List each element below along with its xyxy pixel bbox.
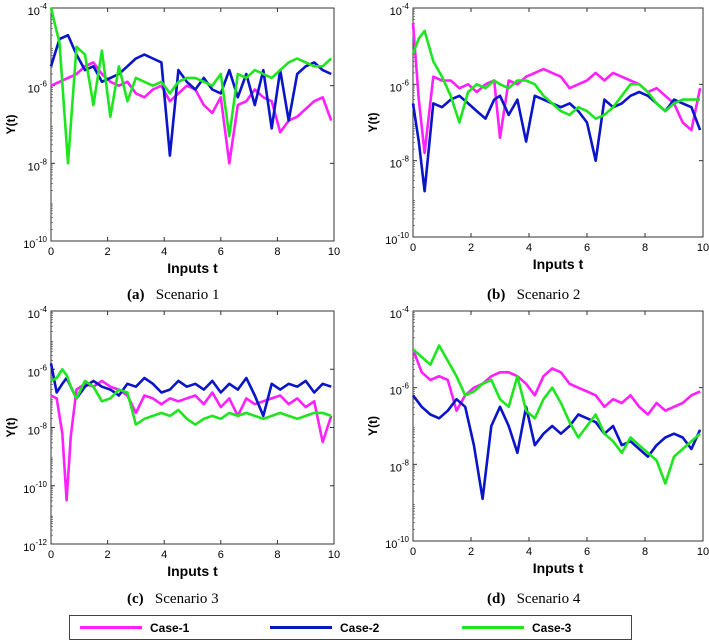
chart-panel-c: 0 2 4 6 8 10 10-12 10-10 10-8 10-6 10-4 Inputs t Y(t… <box>4 305 340 579</box>
x-tick-label: 0 <box>410 546 416 558</box>
caption-c-letter: (c) <box>127 591 144 607</box>
x-axis-label: Inputs t <box>533 560 584 576</box>
caption-c: (c) Scenario 3 <box>127 591 219 608</box>
x-tick-label: 0 <box>410 242 416 254</box>
x-tick-label: 0 <box>48 549 54 561</box>
x-tick-label: 2 <box>468 546 474 558</box>
caption-d-text: Scenario 4 <box>516 591 581 607</box>
x-tick-label: 6 <box>584 546 590 558</box>
legend-line-case2 <box>270 626 332 629</box>
y-tick-label: 10-6 <box>390 382 410 398</box>
y-tick-label: 10-12 <box>23 538 47 554</box>
y-axis-label: Y(t) <box>4 418 18 438</box>
legend-item-case2: Case-2 <box>270 616 379 639</box>
x-tick-label: 6 <box>218 549 224 561</box>
axes-box <box>50 7 335 242</box>
legend-label-case2: Case-2 <box>340 620 380 635</box>
y-tick-label: 10-6 <box>28 80 48 96</box>
y-tick-label: 10-10 <box>23 235 47 251</box>
chart-panel-a: 0 2 4 6 8 10 10-10 10-8 10-6 10-4 Inputs t Y(t) <box>4 2 340 276</box>
y-tick-label: 10-4 <box>390 2 410 18</box>
caption-a-text: Scenario 1 <box>155 287 220 303</box>
series-line-case-1 <box>411 348 701 416</box>
chart-panel-d: 0 2 4 6 8 10 10-10 10-8 10-6 10-4 Inputs t Y(t) <box>366 305 709 576</box>
y-tick-label: 10-10 <box>23 480 47 496</box>
x-tick-label: 10 <box>697 546 709 558</box>
x-tick-label: 4 <box>526 242 532 254</box>
x-tick-label: 4 <box>526 546 532 558</box>
x-tick-label: 2 <box>105 246 111 258</box>
chart-panel-b: 0 2 4 6 8 10 10-10 10-8 10-6 10-4 Inputs t Y(t) <box>366 2 709 272</box>
x-axis-label: Inputs t <box>167 260 218 276</box>
x-tick-label: 6 <box>584 242 590 254</box>
series-line-case-2 <box>411 394 702 501</box>
caption-a: (a) Scenario 1 <box>127 287 219 304</box>
axes-box <box>412 7 704 238</box>
x-tick-label: 8 <box>642 242 648 254</box>
x-tick-label: 0 <box>48 246 54 258</box>
y-tick-label: 10-10 <box>385 231 409 247</box>
series-line-case-1 <box>411 23 702 155</box>
y-tick-label: 10-6 <box>28 363 48 379</box>
legend: Case-1 Case-2 Case-3 <box>69 615 632 640</box>
x-tick-label: 10 <box>328 246 340 258</box>
caption-b: (b) Scenario 2 <box>487 287 580 304</box>
legend-line-case3 <box>462 626 524 629</box>
y-tick-label: 10-8 <box>28 422 48 438</box>
y-axis-label: Y(t) <box>366 416 380 436</box>
legend-label-case1: Case-1 <box>150 620 190 635</box>
x-axis-label: Inputs t <box>533 256 584 272</box>
series-line-case-2 <box>49 363 332 418</box>
y-tick-label: 10-8 <box>28 157 48 173</box>
x-tick-label: 4 <box>161 549 167 561</box>
series-line-case-3 <box>412 344 701 485</box>
y-tick-label: 10-10 <box>385 535 409 551</box>
series-line-case-3 <box>49 7 333 165</box>
x-tick-label: 2 <box>105 549 111 561</box>
y-tick-label: 10-8 <box>390 458 410 474</box>
caption-a-letter: (a) <box>127 287 145 303</box>
axes-box <box>50 310 335 545</box>
legend-item-case3: Case-3 <box>462 616 571 639</box>
caption-d-letter: (d) <box>487 591 506 607</box>
axes-box <box>412 310 704 542</box>
caption-c-text: Scenario 3 <box>154 591 219 607</box>
legend-item-case1: Case-1 <box>80 616 189 639</box>
y-axis-label: Y(t) <box>366 113 380 133</box>
x-tick-label: 8 <box>642 546 648 558</box>
caption-d: (d) Scenario 4 <box>487 591 580 608</box>
series-line-case-1 <box>50 61 333 165</box>
caption-b-letter: (b) <box>487 287 506 303</box>
y-tick-label: 10-4 <box>390 305 410 321</box>
x-tick-label: 8 <box>274 246 280 258</box>
series-line-case-3 <box>50 367 332 426</box>
series-line-case-1 <box>50 379 333 502</box>
x-tick-label: 10 <box>328 549 340 561</box>
x-axis-label: Inputs t <box>167 563 218 579</box>
y-tick-label: 10-8 <box>390 155 410 171</box>
x-tick-label: 2 <box>468 242 474 254</box>
caption-b-text: Scenario 2 <box>516 287 581 303</box>
y-tick-label: 10-6 <box>390 78 410 94</box>
y-tick-label: 10-4 <box>28 2 48 18</box>
y-tick-label: 10-4 <box>28 305 48 321</box>
x-tick-label: 10 <box>697 242 709 254</box>
series-line-case-3 <box>411 29 701 124</box>
legend-line-case1 <box>80 626 142 629</box>
x-tick-label: 6 <box>218 246 224 258</box>
x-tick-label: 4 <box>161 246 167 258</box>
x-tick-label: 8 <box>274 549 280 561</box>
y-axis-label: Y(t) <box>4 115 18 135</box>
legend-label-case3: Case-3 <box>532 620 572 635</box>
